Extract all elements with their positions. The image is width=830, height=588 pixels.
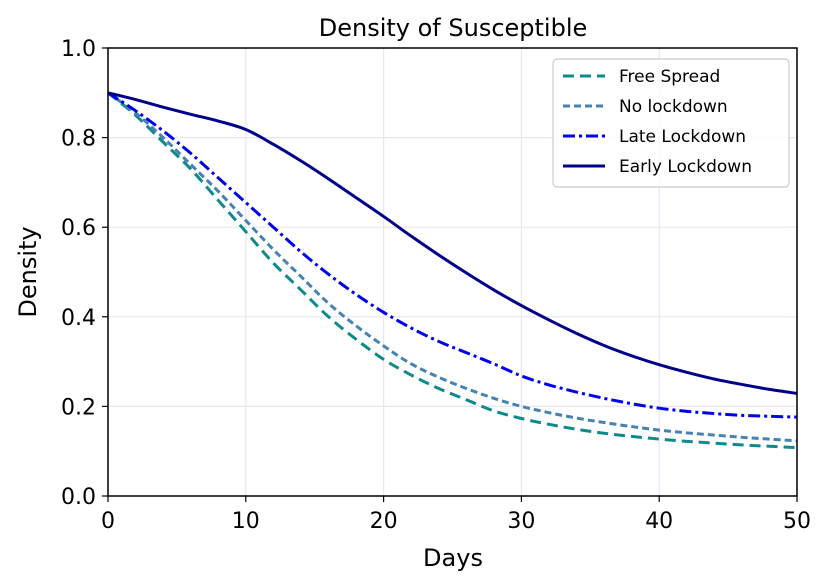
series-line-free-spread [107, 91, 798, 450]
legend-box [552, 58, 790, 188]
legend-label-1: No lockdown [619, 97, 728, 117]
x-tick-label-2: 20 [370, 509, 398, 534]
x-axis-ticks: 0 10 20 30 40 50 [101, 496, 811, 534]
series-line-early-lockdown [107, 91, 798, 395]
y-axis-ticks: 0.0 0.2 0.4 0.6 0.8 1.0 [61, 37, 108, 510]
y-tick-label-1: 0.2 [61, 395, 96, 420]
y-tick-label-5: 1.0 [61, 37, 96, 62]
y-tick-label-2: 0.4 [61, 306, 96, 331]
chart-title: Density of Susceptible [319, 14, 588, 42]
x-tick-label-0: 0 [101, 509, 115, 534]
y-axis-label: Density [14, 226, 42, 317]
series-line-no-lockdown [107, 91, 798, 443]
legend-label-3: Early Lockdown [619, 157, 752, 177]
x-tick-label-5: 50 [783, 509, 811, 534]
x-tick-label-1: 10 [232, 509, 260, 534]
y-tick-label-3: 0.6 [61, 216, 96, 241]
series-line-late-lockdown [107, 91, 798, 419]
legend-label-2: Late Lockdown [619, 127, 746, 147]
y-tick-label-0: 0.0 [61, 485, 96, 510]
x-tick-label-4: 40 [645, 509, 673, 534]
legend-label-0: Free Spread [619, 67, 720, 87]
plot-frame [107, 47, 798, 497]
legend: Free Spread No lockdown Late Lockdown Early… [552, 58, 790, 188]
x-axis-label: Days [423, 544, 483, 572]
x-tick-label-3: 30 [507, 509, 535, 534]
series-lines [107, 91, 798, 450]
y-tick-label-4: 0.8 [61, 127, 96, 152]
